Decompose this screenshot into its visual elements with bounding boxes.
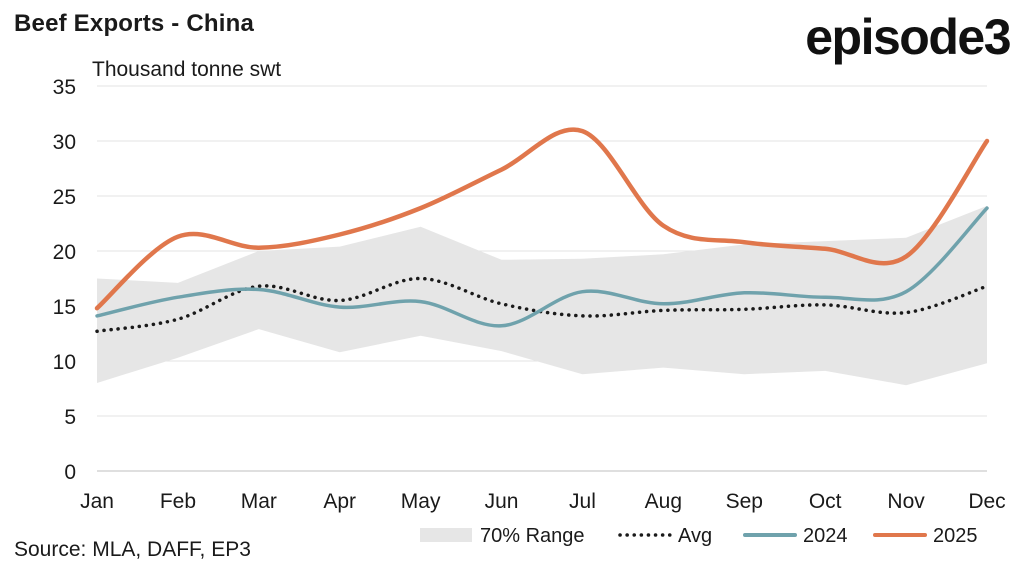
brand-logo: episode3: [805, 9, 1011, 65]
x-tick-label: Mar: [241, 490, 277, 513]
y-axis-label: Thousand tonne swt: [92, 58, 281, 81]
y-tick-label: 15: [53, 296, 76, 319]
x-axis-tick-labels: Jan Feb Mar Apr May Jun Jul Aug Sep Oct Nov Dec: [80, 490, 1006, 513]
x-tick-label: Nov: [887, 490, 925, 513]
x-tick-label: Jul: [569, 490, 596, 513]
y-tick-label: 30: [53, 131, 76, 154]
range-band-group: [97, 205, 987, 386]
legend-swatch-range: [420, 528, 472, 542]
y-axis-tick-labels: 0 5 10 15 20 25 30 35: [53, 76, 76, 484]
y-tick-label: 10: [53, 351, 76, 374]
legend-label-2025: 2025: [933, 525, 978, 547]
range-band: [97, 205, 987, 386]
x-tick-label: Oct: [809, 490, 842, 513]
series-line-2024: [95, 206, 989, 328]
y-tick-label: 0: [64, 461, 76, 484]
y-tick-label: 25: [53, 186, 76, 209]
chart-title: Beef Exports - China: [14, 10, 255, 37]
x-tick-label: Apr: [323, 490, 356, 513]
legend-label-2024: 2024: [803, 525, 848, 547]
series-lines: [94, 127, 990, 334]
x-tick-label: Jan: [80, 490, 114, 513]
x-tick-label: Feb: [160, 490, 196, 513]
x-tick-label: May: [401, 490, 441, 513]
x-tick-label: Aug: [645, 490, 682, 513]
y-tick-label: 5: [64, 406, 76, 429]
y-tick-label: 35: [53, 76, 76, 99]
x-tick-label: Jun: [485, 490, 519, 513]
x-tick-label: Sep: [726, 490, 763, 513]
legend-label-range: 70% Range: [480, 525, 585, 547]
y-tick-label: 20: [53, 241, 76, 264]
legend: 70% Range Avg 2024 2025: [420, 525, 978, 547]
series-line-2025: [94, 127, 990, 311]
legend-label-avg: Avg: [678, 525, 712, 547]
source-note: Source: MLA, DAFF, EP3: [14, 538, 251, 561]
x-tick-label: Dec: [968, 490, 1005, 513]
